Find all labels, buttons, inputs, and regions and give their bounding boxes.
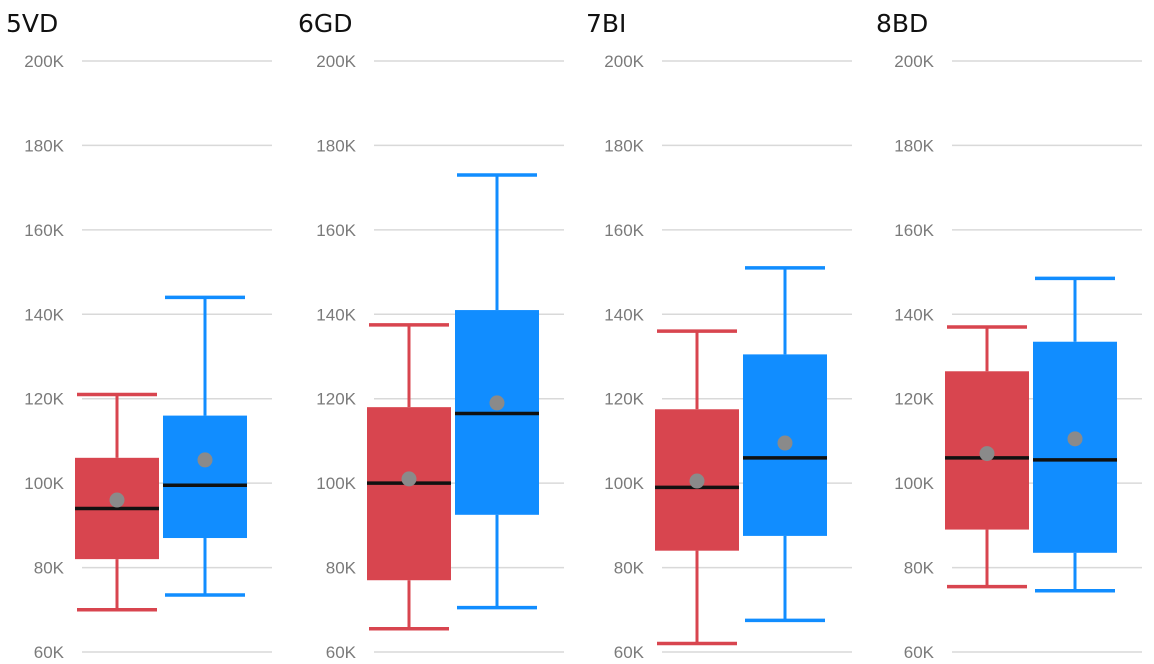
y-tick-label: 100K bbox=[24, 474, 64, 493]
iqr-box bbox=[1033, 341, 1117, 553]
box-blue bbox=[163, 295, 247, 597]
y-tick-label: 160K bbox=[894, 221, 934, 240]
box-red bbox=[367, 323, 451, 631]
panel-6gd: 6GD 200K 180K 160K 140K 120K 100K 80K 60K bbox=[298, 9, 564, 662]
y-tick-label: 140K bbox=[894, 305, 934, 324]
y-tick-label: 80K bbox=[34, 559, 65, 578]
y-tick-label: 60K bbox=[614, 643, 645, 662]
y-tick-label: 100K bbox=[604, 474, 644, 493]
mean-marker bbox=[489, 395, 505, 411]
panel-title: 5VD bbox=[6, 9, 58, 38]
mean-marker bbox=[197, 452, 213, 468]
y-tick-label: 180K bbox=[604, 136, 644, 155]
mean-marker bbox=[689, 473, 705, 489]
y-tick-label: 180K bbox=[316, 136, 356, 155]
box-blue bbox=[743, 266, 827, 623]
y-tick-label: 100K bbox=[316, 474, 356, 493]
y-tick-label: 120K bbox=[316, 390, 356, 409]
y-tick-label: 140K bbox=[24, 305, 64, 324]
y-tick-label: 80K bbox=[614, 559, 645, 578]
y-tick-label: 180K bbox=[24, 136, 64, 155]
iqr-box bbox=[367, 407, 451, 581]
y-tick-label: 120K bbox=[24, 390, 64, 409]
y-tick-label: 160K bbox=[604, 221, 644, 240]
y-tick-label: 120K bbox=[894, 390, 934, 409]
y-tick-label: 160K bbox=[316, 221, 356, 240]
box-blue bbox=[1033, 276, 1117, 593]
mean-marker bbox=[777, 435, 793, 451]
y-tick-label: 100K bbox=[894, 474, 934, 493]
panel-5vd: 5VD 200K 180K 160K 140K 120K 100K 80K 60K bbox=[6, 9, 272, 662]
mean-marker bbox=[401, 471, 417, 487]
y-tick-label: 80K bbox=[326, 559, 357, 578]
y-tick-label: 160K bbox=[24, 221, 64, 240]
panel-7bi: 7BI 200K 180K 160K 140K 120K 100K 80K 60K bbox=[586, 9, 852, 662]
y-tick-label: 80K bbox=[904, 559, 935, 578]
box-red bbox=[75, 392, 159, 612]
panel-title: 7BI bbox=[586, 9, 626, 38]
panel-title: 8BD bbox=[876, 9, 928, 38]
y-tick-label: 200K bbox=[316, 52, 356, 71]
y-tick-label: 140K bbox=[604, 305, 644, 324]
mean-marker bbox=[1067, 431, 1083, 447]
box-blue bbox=[455, 173, 539, 610]
y-tick-label: 140K bbox=[316, 305, 356, 324]
iqr-box bbox=[163, 415, 247, 539]
y-tick-label: 60K bbox=[326, 643, 357, 662]
box-red bbox=[655, 329, 739, 646]
y-tick-label: 60K bbox=[34, 643, 65, 662]
box-red bbox=[945, 325, 1029, 589]
mean-marker bbox=[109, 492, 125, 508]
mean-marker bbox=[979, 446, 995, 462]
y-tick-label: 200K bbox=[24, 52, 64, 71]
y-tick-label: 200K bbox=[894, 52, 934, 71]
panel-title: 6GD bbox=[298, 9, 353, 38]
panel-8bd: 8BD 200K 180K 160K 140K 120K 100K 80K 60K bbox=[876, 9, 1142, 662]
y-tick-label: 180K bbox=[894, 136, 934, 155]
y-tick-label: 200K bbox=[604, 52, 644, 71]
y-tick-label: 120K bbox=[604, 390, 644, 409]
y-tick-label: 60K bbox=[904, 643, 935, 662]
